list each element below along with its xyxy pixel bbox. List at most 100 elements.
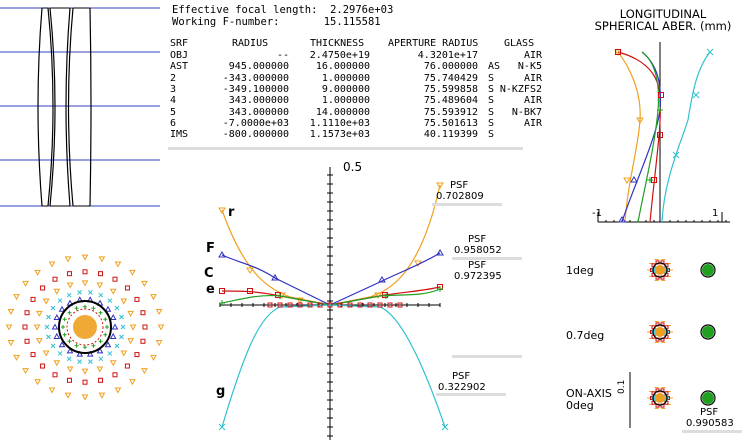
spot-marker [114,305,120,311]
table-cell-srf: 5 [170,106,177,118]
table-cell-thickness: 1.000000 [321,95,370,107]
lens-layout-drawing [0,7,160,207]
field-label-07deg: 0.7deg [566,329,605,342]
sph-marker [615,49,621,55]
fan-curve [221,304,446,428]
spot-marker [112,372,118,378]
spot-marker [30,296,36,302]
spot-marker [67,339,72,344]
psf-readout-4: PSF 0.322902 [438,371,486,393]
table-cell-srf: 4 [170,95,177,107]
fan-marker [247,288,253,294]
fan-marker [397,302,403,308]
spot-marker [91,343,96,348]
spot-marker [22,368,29,375]
spherical-plot-drawing [597,42,730,223]
table-header-row: SRF RADIUS THICKNESS APERTURE RADIUS GLA… [170,38,534,49]
spot-marker [81,394,89,401]
spot-marker [114,387,122,394]
fan-marker [436,249,444,256]
spot-marker [35,338,43,345]
spot-marker [124,285,130,291]
spot-marker [51,323,59,330]
table-cell-thickness: 1.1573e+03 [309,129,370,141]
spot-ring [66,308,104,346]
efl-value: 2.2976e+03 [330,4,394,16]
spherical-title: LONGITUDINAL SPHERICAL ABER. (mm) [583,8,743,32]
spot-marker [66,356,72,362]
spot-marker [140,338,146,344]
spot-marker [134,352,140,358]
fan-curve [221,184,441,306]
spot-marker [109,360,117,367]
psf-label: PSF [452,371,471,382]
onaxis-line1: ON-AXIS [566,387,612,400]
fan-marker [219,300,225,306]
spot-marker [150,294,157,301]
fan-marker [437,286,443,292]
table-cell-thickness: 14.000000 [315,106,370,118]
table-cell-radius: -349.100000 [222,83,289,95]
spot-marker [157,324,165,331]
psf-bar [452,355,522,358]
spot-marker [66,292,72,298]
spot-marker [66,271,72,277]
table-cell-srf: IMS [170,129,189,141]
ray-fan-plot [200,155,530,444]
spot-marker [40,363,46,369]
spot-marker [53,288,61,295]
psf-label: PSF [468,234,487,245]
spot-marker [109,288,117,295]
spot-marker [88,359,93,364]
table-cell-flag: S [488,95,495,107]
small-spot-core [702,326,714,338]
sph-marker [657,107,663,113]
spot-marker [34,269,41,276]
psf-bar [436,393,506,396]
fan-marker [287,302,293,308]
spot-marker [42,298,50,305]
spot-marker [111,323,119,330]
fan-marker [378,276,386,283]
spot-marker [52,276,58,282]
sph-marker [657,132,663,138]
small-spots-drawing [629,259,716,428]
fan-marker [317,302,323,308]
table-cell-flag: S [488,129,495,141]
sph-marker [706,48,714,56]
spot-marker [66,282,74,289]
sph-tick-right: 1 [712,208,719,219]
psf-value: 0.958052 [454,245,502,256]
spot-marker [119,334,124,340]
table-cell-glass: N-KZFS2 [499,83,542,95]
spot-marker [46,314,51,320]
spot-marker [98,271,104,277]
spot-marker [120,298,128,305]
spot-marker [119,314,124,320]
spot-marker [96,282,104,289]
fan-marker [337,302,343,308]
table-cell-glass: N-K5 [517,61,542,73]
col-thickness: THICKNESS [310,38,365,49]
spot-marker [96,347,104,354]
table-cell-srf: AST [170,61,189,73]
table-cell-thickness: 2.4750e+19 [309,50,370,61]
spot-marker [44,324,50,330]
table-cell-thickness: 9.000000 [321,83,370,95]
sph-marker [658,92,664,98]
spot-marker [52,372,58,378]
fan-marker [218,423,226,431]
spot-marker [74,306,79,311]
spot-marker [62,317,67,322]
spot-marker [7,340,15,347]
table-cell-aperture: 4.3201e+17 [417,50,478,61]
spot-marker [127,310,135,317]
spot-marker [34,379,41,386]
table-cell-aperture: 75.593912 [423,106,478,118]
table-scrollbar[interactable] [168,147,523,150]
spot-marker [107,298,113,303]
psf-bar [452,257,522,260]
fan-marker [297,302,303,308]
spot-marker [134,296,140,302]
spot-marker [124,363,130,369]
